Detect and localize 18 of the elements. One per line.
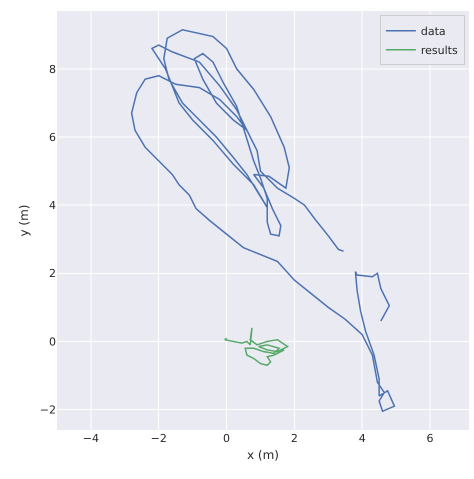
line-series — [224, 327, 288, 366]
x-tick-label: 6 — [426, 432, 434, 445]
legend-label: data — [420, 24, 446, 38]
y-tick-label: 2 — [49, 267, 56, 280]
y-tick-label: −2 — [40, 403, 56, 416]
x-tick-label: 2 — [290, 432, 298, 445]
y-tick-label: 6 — [49, 130, 56, 144]
x-tick-label: 4 — [358, 432, 366, 445]
y-tick-label: 8 — [49, 62, 56, 76]
legend-label: results — [420, 44, 458, 57]
x-axis-title: x (m) — [247, 448, 279, 462]
x-tick-label: −4 — [82, 432, 100, 445]
x-tick-label: −2 — [150, 432, 167, 445]
y-tick-label: 4 — [49, 199, 56, 212]
line-series — [130, 28, 396, 412]
x-tick-label: 0 — [223, 432, 230, 445]
y-axis-title: y (m) — [17, 204, 32, 236]
y-tick-label: 0 — [49, 335, 56, 348]
